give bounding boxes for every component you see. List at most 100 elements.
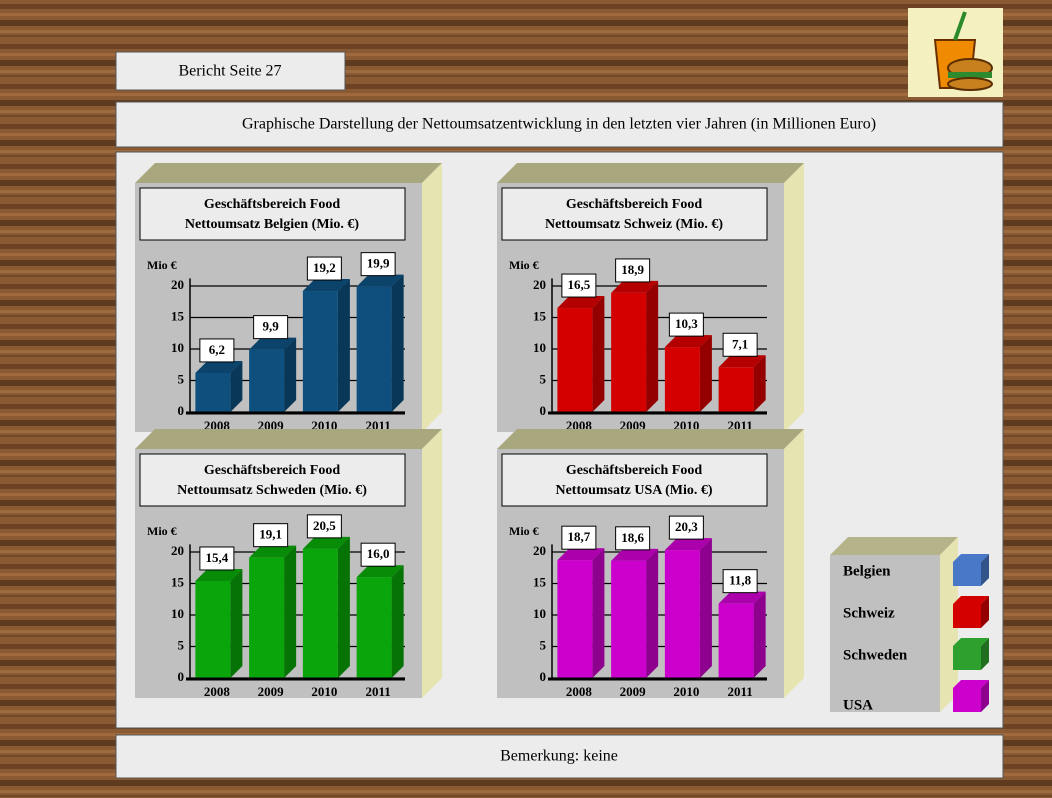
value-label: 6,2 — [209, 342, 225, 357]
legend-swatch-side — [981, 638, 989, 670]
value-label-box — [253, 315, 289, 340]
legend-label: Schweiz — [843, 605, 895, 621]
legend-swatch-top — [953, 554, 989, 562]
bar-side-shade — [699, 335, 712, 412]
value-label: 18,9 — [621, 262, 644, 277]
bar-top — [611, 548, 659, 561]
value-label: 7,1 — [732, 336, 748, 351]
value-label-box — [360, 252, 396, 277]
x-tick-label: 2008 — [566, 684, 593, 699]
y-tick-label: 10 — [171, 340, 184, 355]
legend-swatch-top — [953, 638, 989, 646]
chart-title: Geschäftsbereich Food — [204, 463, 340, 478]
bar-top-shade — [195, 360, 243, 373]
bar-side — [592, 296, 605, 412]
bar-top — [195, 360, 243, 373]
legend-label: Belgien — [843, 563, 891, 579]
bar-top-shade — [249, 545, 297, 558]
bar-side-shade — [753, 355, 766, 412]
bar — [718, 367, 754, 412]
food-icon — [908, 8, 1003, 97]
bar-side-shade — [230, 568, 243, 678]
bar — [195, 372, 231, 412]
bar — [356, 577, 392, 678]
x-tick-label: 2008 — [204, 684, 231, 699]
y-tick-label: 0 — [540, 403, 547, 418]
bar-side — [753, 591, 766, 678]
bar-top — [356, 565, 404, 578]
bar-side — [753, 355, 766, 412]
legend-swatch-side — [981, 554, 989, 586]
page-box — [115, 51, 346, 91]
y-tick-label: 0 — [178, 669, 185, 684]
bar — [249, 349, 285, 412]
legend-label: USA — [843, 697, 873, 713]
bar-side-shade — [284, 545, 297, 678]
bar-side-shade — [230, 360, 243, 412]
bar-side — [284, 337, 297, 412]
bar-side — [646, 548, 659, 678]
x-tick-label: 2009 — [620, 684, 647, 699]
y-tick-label: 15 — [533, 308, 547, 323]
bar-side-shade — [592, 296, 605, 412]
bar-side — [337, 536, 350, 678]
bar-top-shade — [718, 355, 766, 368]
value-label-box — [306, 256, 342, 281]
legend-swatch-side — [981, 596, 989, 628]
bar — [302, 548, 338, 678]
bar-top-shade — [611, 548, 659, 561]
panel-side — [422, 163, 442, 432]
bar-top-shade — [718, 591, 766, 604]
bar-top-shade — [557, 548, 605, 561]
y-tick-label: 20 — [533, 543, 546, 558]
value-label-box — [306, 514, 342, 539]
y-axis-label: Mio € — [509, 524, 539, 538]
value-label: 15,4 — [206, 550, 229, 565]
x-tick-label: 2011 — [727, 684, 752, 699]
bar-side — [699, 538, 712, 678]
bar — [557, 560, 593, 678]
bar — [664, 550, 700, 678]
y-tick-label: 10 — [533, 606, 546, 621]
y-tick-label: 15 — [171, 308, 185, 323]
bar-side-shade — [337, 536, 350, 678]
value-label-box — [199, 546, 235, 571]
panel-top — [135, 163, 442, 183]
value-label: 20,5 — [313, 518, 336, 533]
bar-side-shade — [592, 548, 605, 678]
chart: Geschäftsbereich Food Nettoumsatz Schwede… — [135, 429, 442, 699]
y-tick-label: 15 — [171, 574, 185, 589]
footer-box — [115, 734, 1004, 779]
bar — [718, 603, 754, 678]
bar-side-shade — [646, 548, 659, 678]
value-label: 19,9 — [367, 256, 390, 271]
bar-top — [718, 591, 766, 604]
chart-title-box — [501, 453, 768, 507]
legend-swatch-shade — [981, 596, 989, 628]
y-axis-label: Mio € — [509, 258, 539, 272]
bar-side-shade — [391, 274, 404, 412]
bar-top-shade — [664, 335, 712, 348]
legend-swatch-shade — [981, 638, 989, 670]
legend-swatch-top — [953, 680, 989, 688]
value-label-box — [615, 258, 651, 283]
bar-side — [699, 335, 712, 412]
bar — [302, 291, 338, 412]
y-tick-label: 5 — [178, 637, 185, 652]
x-tick-label: 2011 — [365, 684, 390, 699]
y-axis-label: Mio € — [147, 524, 177, 538]
chart-title: Geschäftsbereich Food — [566, 463, 702, 478]
bar-top-shade — [302, 279, 350, 292]
value-label: 18,6 — [621, 530, 644, 545]
y-tick-label: 0 — [178, 403, 185, 418]
value-label-box — [668, 515, 704, 540]
subtitle-box — [115, 101, 1004, 148]
y-tick-label: 20 — [171, 543, 184, 558]
bar-side-shade — [753, 591, 766, 678]
value-label-box — [253, 523, 289, 548]
bar — [664, 347, 700, 412]
bar-side-shade — [284, 337, 297, 412]
bar — [356, 286, 392, 412]
